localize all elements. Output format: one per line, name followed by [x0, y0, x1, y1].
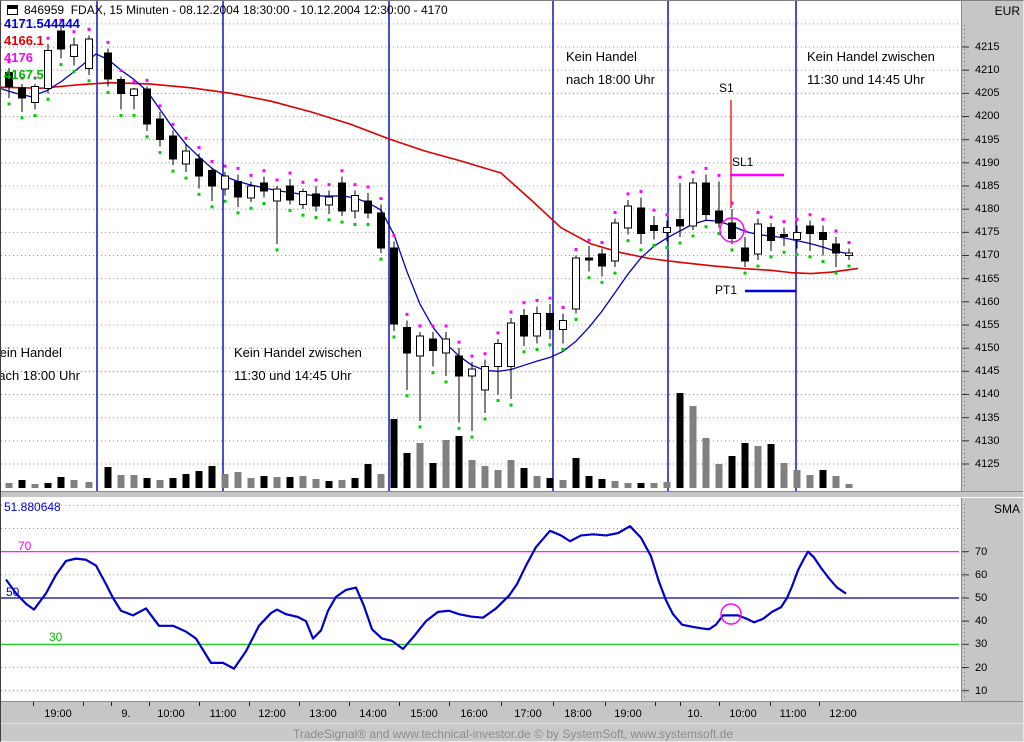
price-tick-label: 4160	[975, 295, 1000, 308]
price-tick-label: 4125	[975, 457, 1000, 470]
time-axis-tick	[33, 702, 34, 706]
price-tick-label: 4175	[975, 226, 1000, 239]
price-tick-label: 4155	[975, 318, 1000, 331]
time-axis-tick	[819, 702, 820, 706]
time-axis-tick	[449, 702, 450, 706]
indicator-price-readout: 4166.1	[4, 33, 44, 48]
time-axis-label: 15:00	[410, 708, 438, 720]
panel-splitter[interactable]	[1, 491, 1023, 498]
time-axis: 19:00 9. 10:00 11:00 12:00 13:00 14:00 15:00 16:…	[1, 701, 1023, 723]
indicator-tick-label: 10	[975, 684, 988, 697]
time-axis-label: 12:00	[258, 708, 286, 720]
time-axis-label: 18:00	[564, 708, 592, 720]
time-axis-tick	[605, 702, 606, 706]
trade-marker-label-sl1: SL1	[732, 155, 754, 169]
time-axis-label: 19:00	[44, 708, 72, 720]
indicator-tick-label: 20	[975, 661, 988, 674]
time-axis-tick	[680, 702, 681, 706]
chart-title-row: 846959 FDAX, 15 Minuten - 08.12.2004 18:…	[7, 3, 448, 17]
indicator-price-readout: 4167.5	[4, 67, 44, 82]
price-tick-label: 4135	[975, 411, 1000, 424]
price-tick-label: 4205	[975, 87, 1000, 100]
indicator-level-label-50: 50	[6, 585, 20, 599]
footer-bar: TradeSignal® and www.technical-investor.…	[1, 723, 1023, 741]
time-axis-tick	[349, 702, 350, 706]
no-trade-annotation: Kein Handel nach 18:00 Uhr	[566, 49, 655, 87]
time-axis-tick	[719, 702, 720, 706]
price-tick-label: 4145	[975, 365, 1000, 378]
time-axis-label: 14:00	[359, 708, 387, 720]
time-axis-label: 11:00	[779, 708, 807, 720]
time-axis-label: 9.	[121, 708, 131, 720]
price-tick-label: 4210	[975, 64, 1000, 77]
indicator-tick-label: 70	[975, 545, 988, 558]
time-axis-tick	[149, 702, 150, 706]
time-axis-label: 10:00	[729, 708, 757, 720]
price-tick-label: 4190	[975, 156, 1000, 169]
indicator-price-readout: 4176	[4, 50, 33, 65]
price-tick-label: 4170	[975, 249, 1000, 262]
time-axis-tick	[655, 702, 656, 706]
time-axis-label: 10:00	[157, 708, 185, 720]
price-tick-label: 4140	[975, 388, 1000, 401]
price-axis-unit-label: EUR	[994, 4, 1020, 18]
no-trade-annotation: Kein Handel zwischen 11:30 und 14:45 Uhr	[807, 49, 935, 87]
time-axis-label: 11:00	[209, 708, 237, 720]
right-axis-panel: EUR SMA 4215 4210 4205 4200 4195 4190 4185 4180…	[961, 1, 1023, 701]
time-axis-label: 16:00	[460, 708, 488, 720]
indicator-value-readout: 51.880648	[4, 500, 61, 514]
time-axis-label: 17:00	[514, 708, 542, 720]
time-axis-tick	[501, 702, 502, 706]
window-icon[interactable]	[7, 5, 18, 15]
no-trade-annotation: Kein Handel nach 18:00 Uhr	[0, 345, 80, 383]
indicator-price-readout: 4171.544444	[4, 16, 80, 31]
indicator-tick-label: 60	[975, 568, 988, 581]
trade-marker-label-s1: S1	[719, 81, 734, 95]
price-tick-label: 4165	[975, 272, 1000, 285]
price-tick-label: 4200	[975, 110, 1000, 123]
indicator-chart-panel	[1, 498, 961, 701]
price-tick-label: 4130	[975, 434, 1000, 447]
time-axis-tick	[553, 702, 554, 706]
time-axis-label: 13:00	[309, 708, 337, 720]
indicator-level-label-30: 30	[49, 630, 63, 644]
time-axis-tick	[249, 702, 250, 706]
chart-title: 846959 FDAX, 15 Minuten - 08.12.2004 18:…	[24, 3, 448, 17]
time-axis-label: 12:00	[829, 708, 857, 720]
price-tick-label: 4195	[975, 133, 1000, 146]
time-axis-tick	[770, 702, 771, 706]
time-axis-tick	[399, 702, 400, 706]
time-axis-tick	[299, 702, 300, 706]
indicator-level-label-70: 70	[18, 539, 32, 553]
price-tick-label: 4150	[975, 342, 1000, 355]
time-axis-tick	[111, 702, 112, 706]
vendor-credit-text: TradeSignal® and www.technical-investor.…	[292, 727, 734, 741]
indicator-tick-label: 30	[975, 638, 988, 651]
indicator-axis-name-label: SMA	[993, 502, 1020, 516]
time-axis-tick	[83, 702, 84, 706]
trade-marker-label-pt1: PT1	[715, 283, 738, 297]
indicator-tick-label: 50	[975, 592, 988, 604]
time-axis-label: 19:00	[614, 708, 642, 720]
indicator-tick-label: 40	[975, 615, 988, 628]
time-axis-label: 10.	[687, 708, 703, 720]
price-tick-label: 4215	[975, 41, 1000, 53]
time-axis-tick	[199, 702, 200, 706]
price-tick-label: 4185	[975, 179, 1000, 192]
no-trade-annotation: Kein Handel zwischen 11:30 und 14:45 Uhr	[234, 345, 362, 383]
price-tick-label: 4180	[975, 203, 1000, 216]
